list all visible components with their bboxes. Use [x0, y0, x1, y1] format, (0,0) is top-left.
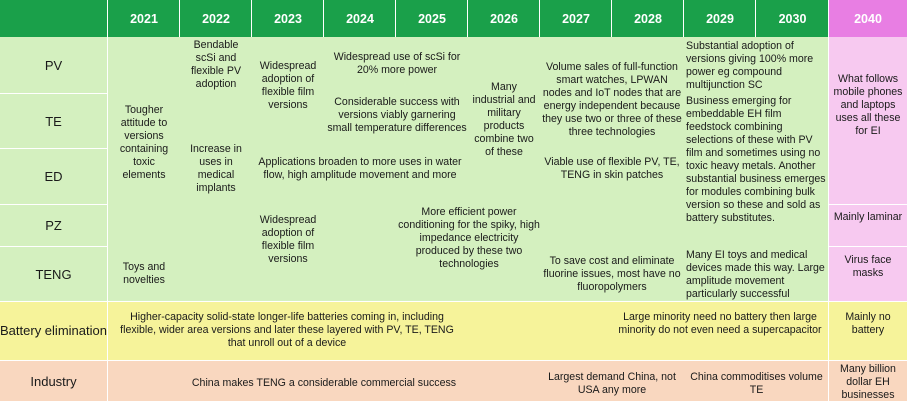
year-header-2022: 2022 [180, 0, 252, 37]
grid-line [323, 0, 324, 37]
row-label-battery-elimination: Battery elimination [0, 323, 107, 338]
cell-skin-patches: Viable use of flexible PV, TE, TENG in s… [544, 156, 680, 181]
grid-line [395, 0, 396, 37]
cell-eh-film-business: Business emerging for embeddable EH film… [686, 95, 826, 224]
cell-virus-face-masks: Virus face masks [844, 254, 892, 279]
cell-china-teng: China makes TENG a considerable commerci… [191, 377, 457, 389]
cell-tougher-attitude: Tougher attitude to versions containing … [119, 104, 169, 181]
cell-largest-demand: Largest demand China, not USA any more [548, 371, 676, 396]
grid-line [755, 0, 756, 37]
year-header-2024: 2024 [324, 0, 396, 37]
grid-line [251, 0, 252, 37]
cell-china-commoditises: China commoditises volume TE [690, 371, 823, 396]
cell-scsi-power: Widespread use of scSi for 20% more powe… [333, 51, 461, 76]
cell-industrial-military: Many industrial and military products co… [472, 81, 536, 158]
body-background [0, 37, 829, 301]
row-label-industry: Industry [30, 373, 77, 389]
year-header-2023: 2023 [252, 0, 324, 37]
cell-substantial-adoption: Substantial adoption of versions giving … [686, 40, 814, 91]
battery-row-background [0, 301, 907, 360]
year-header-2026: 2026 [468, 0, 540, 37]
year-header-2028: 2028 [612, 0, 684, 37]
cell-mainly-no-battery: Mainly no battery [845, 311, 891, 336]
year-header-2025: 2025 [396, 0, 468, 37]
grid-line [611, 0, 612, 37]
grid-line [0, 148, 108, 149]
cell-no-battery-minority: Large minority need no battery then larg… [618, 311, 822, 336]
cell-bendable-scsi: Bendable scSi and flexible PV adoption [190, 39, 242, 90]
cell-billion-dollar: Many billion dollar EH businesses [840, 363, 896, 401]
cell-flexible-film-adoption-lower: Widespread adoption of flexible film ver… [259, 214, 317, 265]
grid-line [539, 0, 540, 37]
grid-line [0, 204, 108, 205]
year-header-2029: 2029 [684, 0, 756, 37]
header-corner [0, 0, 108, 37]
cell-fluoropolymers: To save cost and eliminate fluorine issu… [543, 255, 681, 293]
cell-volume-sales: Volume sales of full-function smart watc… [542, 61, 682, 138]
grid-line [467, 0, 468, 37]
year-header-2040: 2040 [829, 0, 907, 37]
cell-applications-broaden: Applications broaden to more uses in wat… [258, 156, 462, 181]
cell-what-follows: What follows mobile phones and laptops u… [833, 73, 903, 137]
grid-line [683, 0, 684, 37]
cell-solid-state-batteries: Higher-capacity solid-state longer-life … [120, 311, 454, 349]
cell-ei-toys-medical: Many EI toys and medical devices made th… [686, 249, 825, 300]
pink-column-background [829, 37, 907, 301]
row-label-pz: PZ [45, 218, 62, 233]
row-label-ed: ED [44, 169, 63, 184]
cell-power-conditioning: More efficient power conditioning for th… [398, 206, 540, 270]
cell-mainly-laminar: Mainly laminar [833, 211, 903, 223]
year-header-2030: 2030 [756, 0, 829, 37]
grid-line [107, 0, 108, 401]
cell-flexible-film-adoption: Widespread adoption of flexible film ver… [259, 60, 317, 111]
grid-line [828, 0, 829, 401]
year-header-2021: 2021 [108, 0, 180, 37]
grid-line [829, 204, 907, 205]
grid-line [829, 246, 907, 247]
cell-toys-novelties: Toys and novelties [122, 261, 166, 286]
row-label-te: TE [45, 113, 62, 129]
grid-line [0, 360, 907, 361]
grid-line [0, 246, 108, 247]
cell-medical-implants: Increase in uses in medical implants [190, 143, 242, 194]
grid-line [179, 0, 180, 37]
grid-line [0, 93, 108, 94]
row-label-teng: TENG [35, 266, 72, 282]
cell-te-success: Considerable success with versions viabl… [327, 96, 467, 134]
grid-line [0, 301, 907, 302]
year-header-2027: 2027 [540, 0, 612, 37]
industry-row-background [0, 360, 907, 401]
row-label-pv: PV [44, 57, 63, 73]
